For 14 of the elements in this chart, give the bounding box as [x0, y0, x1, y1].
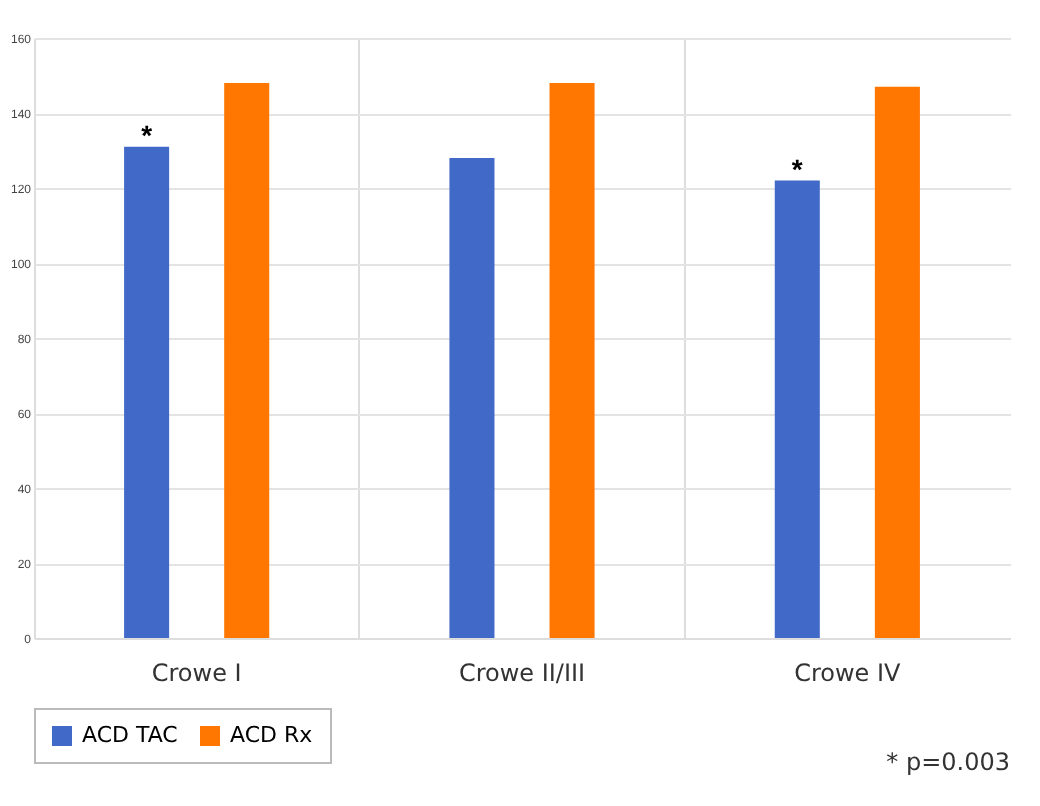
- x-tick-label: Crowe II/III: [458, 659, 586, 687]
- x-tick-label: Crowe I: [151, 659, 242, 687]
- legend-label: ACD Rx: [230, 722, 314, 748]
- x-tick-label: Crowe IV: [794, 659, 903, 687]
- bar: [124, 146, 170, 638]
- text: * p=0.003: [886, 748, 1010, 776]
- bar: [549, 83, 595, 638]
- bar: [449, 158, 495, 638]
- annotation: *: [791, 152, 804, 185]
- legend-label: ACD TAC: [82, 722, 179, 748]
- bar: [224, 83, 270, 638]
- bar: [874, 86, 920, 638]
- bar: [774, 180, 820, 638]
- annotation: *: [141, 118, 154, 151]
